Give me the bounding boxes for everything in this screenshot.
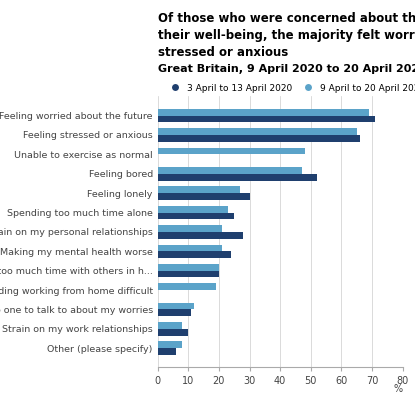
Bar (158, 245, 222, 251)
Bar (158, 303, 194, 309)
Bar (158, 264, 219, 271)
Bar (158, 167, 302, 174)
Bar (158, 128, 356, 135)
Bar (158, 329, 188, 336)
Bar (158, 148, 305, 154)
Text: Of those who were concerned about the impact of COVID-19 on
their well-being, th: Of those who were concerned about the im… (158, 12, 415, 59)
Bar (158, 109, 369, 116)
Text: %: % (393, 384, 403, 393)
Bar (158, 193, 249, 200)
Bar (158, 206, 228, 213)
Bar (158, 322, 182, 329)
Bar (158, 283, 216, 290)
Bar (158, 135, 360, 142)
Text: Great Britain, 9 April 2020 to 20 April 2020: Great Britain, 9 April 2020 to 20 April … (158, 64, 415, 74)
Bar (158, 271, 219, 277)
Legend: 3 April to 13 April 2020, 9 April to 20 April 2020: 3 April to 13 April 2020, 9 April to 20 … (162, 80, 415, 96)
Bar (158, 309, 191, 316)
Bar (158, 213, 234, 219)
Bar (158, 116, 375, 122)
Bar (158, 186, 240, 193)
Bar (158, 174, 317, 181)
Bar (158, 251, 231, 258)
Bar (158, 348, 176, 355)
Bar (158, 225, 222, 232)
Bar (158, 341, 182, 348)
Bar (158, 232, 243, 239)
